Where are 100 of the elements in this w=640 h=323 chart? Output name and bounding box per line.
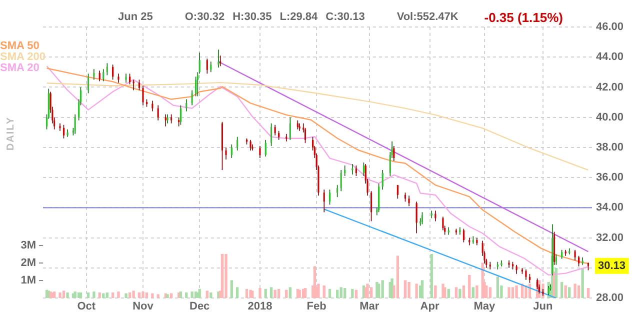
- candlestick: [561, 249, 563, 260]
- candlestick: [382, 170, 384, 190]
- bar: [568, 287, 571, 298]
- bar: [170, 293, 173, 298]
- candlestick: [434, 210, 436, 222]
- candlestick: [355, 165, 357, 176]
- series-label: SMA 50: [0, 40, 40, 52]
- candlestick: [191, 90, 193, 106]
- candlestick: [264, 140, 266, 157]
- candlestick: [416, 201, 418, 234]
- bar: [476, 285, 478, 298]
- bar: [447, 288, 450, 298]
- y-tick-label: 28.00: [596, 292, 624, 304]
- x-tick-label: Apr: [420, 300, 440, 313]
- text: Jun 25: [118, 11, 153, 23]
- candlestick: [125, 73, 127, 84]
- bar: [396, 256, 400, 298]
- candlestick: [206, 58, 208, 74]
- x-tick-label: Nov: [132, 300, 154, 313]
- candlestick: [157, 104, 159, 121]
- candlestick: [286, 133, 288, 142]
- candlestick: [516, 264, 518, 274]
- candlestick: [525, 268, 527, 280]
- bar: [258, 288, 262, 298]
- candlestick: [178, 116, 180, 127]
- candlestick: [132, 79, 134, 91]
- bar: [430, 254, 433, 298]
- bar: [515, 285, 518, 298]
- candlestick: [508, 260, 510, 268]
- candlestick: [489, 261, 491, 270]
- candlestick: [152, 100, 154, 112]
- bar: [111, 292, 114, 298]
- candlestick: [59, 122, 61, 132]
- bar: [574, 284, 576, 298]
- y-tick-label: 44.00: [596, 51, 624, 64]
- bar: [420, 280, 424, 298]
- bar: [508, 287, 510, 298]
- bar: [138, 292, 141, 298]
- candlestick: [142, 85, 144, 106]
- x-tick-label: 2018: [248, 300, 272, 313]
- candlestick: [442, 216, 444, 231]
- candlestick: [210, 61, 212, 73]
- candlestick: [102, 68, 104, 82]
- candlestick: [98, 70, 100, 82]
- candlestick: [323, 189, 325, 213]
- candlestick: [304, 127, 306, 144]
- candlestick: [186, 98, 188, 112]
- candlestick: [250, 140, 252, 151]
- bar: [408, 282, 410, 298]
- candlestick: [289, 116, 291, 140]
- bar: [328, 288, 332, 298]
- candlestick: [230, 144, 232, 158]
- candlestick: [218, 49, 220, 68]
- bar: [245, 288, 248, 298]
- x-tick-label: May: [474, 300, 496, 313]
- bar: [288, 287, 292, 298]
- text: L:29.84: [280, 11, 318, 23]
- y-tick-label: 42.00: [596, 81, 624, 94]
- y-tick-label: 40.00: [596, 111, 624, 124]
- text: O:30.32: [184, 11, 225, 23]
- candlestick: [393, 146, 395, 162]
- bar: [206, 290, 208, 298]
- x-tick-label: Mar: [360, 300, 380, 313]
- bar: [132, 290, 135, 298]
- bar: [444, 287, 446, 298]
- bar: [577, 285, 580, 298]
- candlestick: [448, 226, 450, 236]
- y2-tick-label: 3M: [20, 240, 36, 252]
- candlestick: [225, 147, 227, 160]
- candlestick: [180, 104, 182, 126]
- bar: [462, 285, 466, 298]
- bar: [336, 290, 339, 298]
- candlestick: [352, 164, 354, 175]
- candlestick: [408, 195, 410, 207]
- bar: [128, 292, 132, 298]
- bar: [524, 285, 528, 298]
- y-tick-label: 36.00: [596, 172, 624, 184]
- bar: [560, 282, 564, 298]
- bar: [481, 262, 484, 298]
- candlestick: [112, 64, 114, 80]
- candlestick: [344, 165, 346, 176]
- bar: [236, 287, 239, 298]
- bar: [277, 288, 280, 298]
- bar: [86, 292, 90, 298]
- candlestick: [396, 184, 398, 200]
- candlestick: [340, 170, 342, 192]
- text: H:30.35: [232, 11, 272, 23]
- text: Vol:552.47K: [396, 11, 458, 23]
- candlestick: [378, 183, 380, 213]
- candlestick: [278, 130, 280, 140]
- bar: [151, 293, 154, 298]
- bar: [58, 292, 62, 298]
- bar: [581, 268, 584, 298]
- bar: [220, 254, 224, 298]
- y2-tick-label: 1M: [20, 274, 36, 287]
- bar: [454, 287, 458, 298]
- bar: [224, 254, 228, 298]
- candlestick: [138, 79, 140, 91]
- bar: [145, 292, 148, 298]
- bar: [117, 292, 120, 298]
